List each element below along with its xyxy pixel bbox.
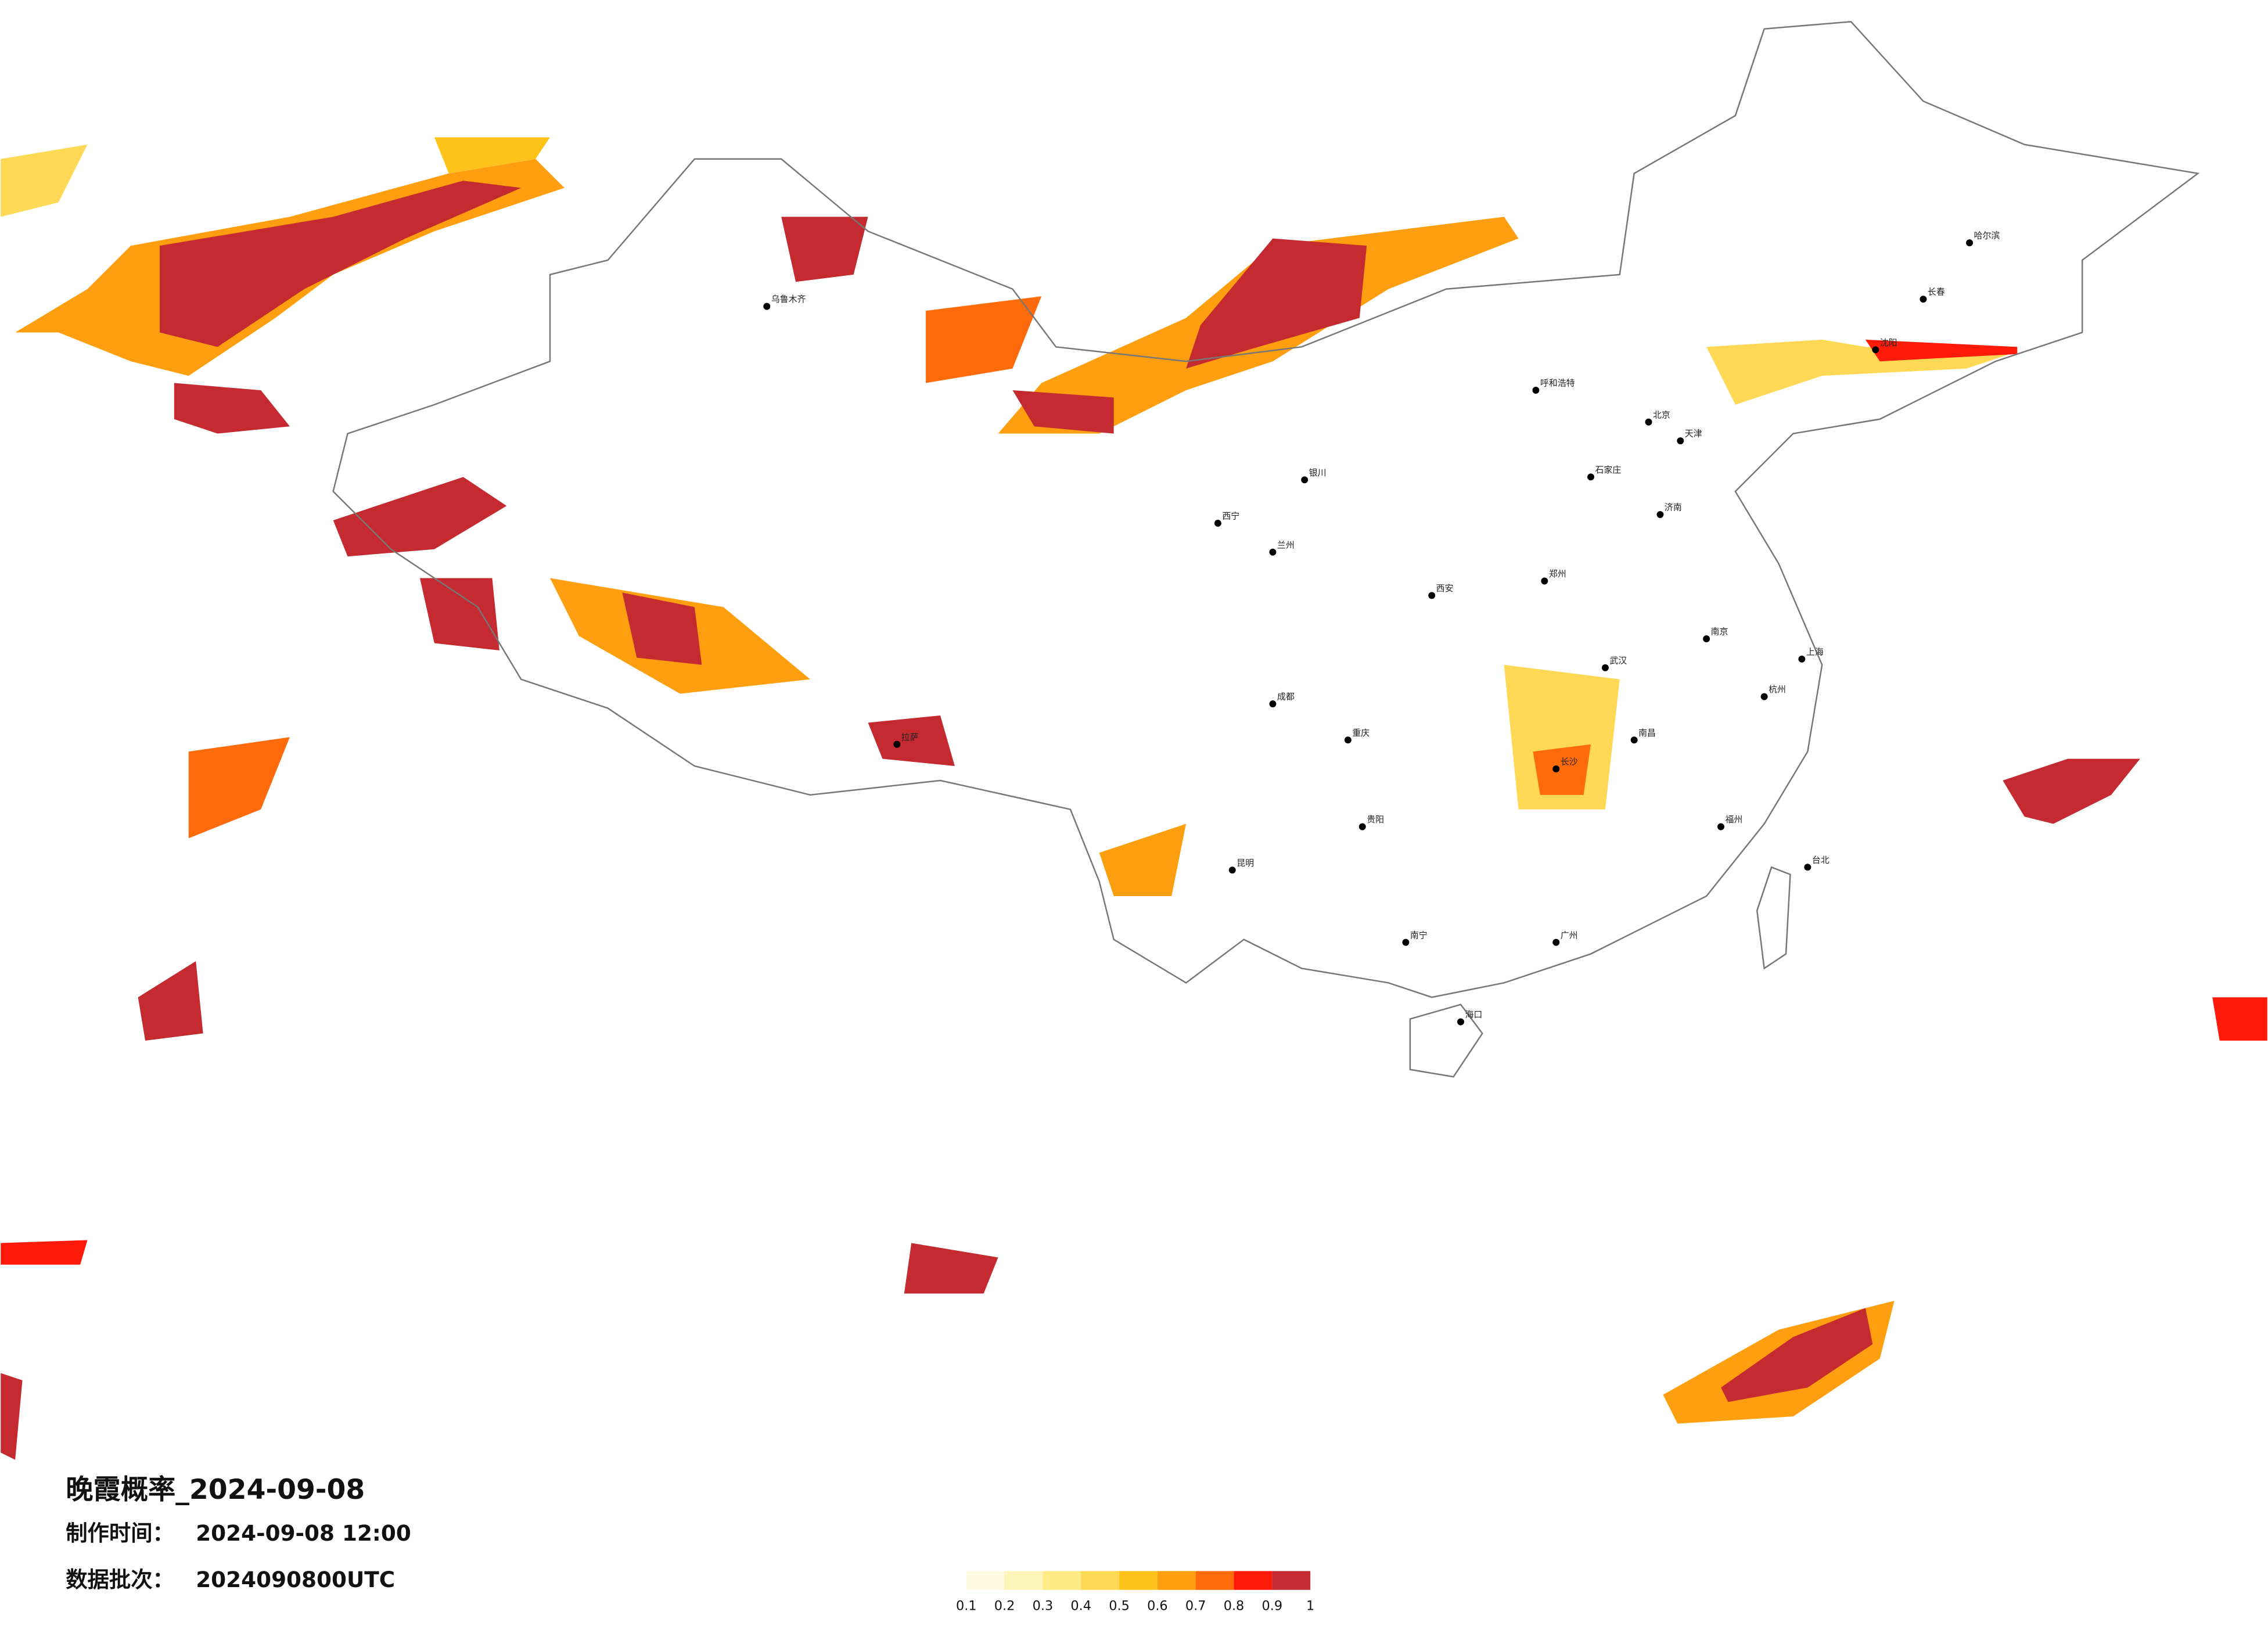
city-dot (1760, 693, 1768, 700)
hainan-outline (1409, 1003, 1483, 1078)
city-dot (1457, 1018, 1464, 1026)
city-dot (1428, 592, 1436, 599)
city-label: 天津 (1685, 429, 1702, 439)
city-dot (1920, 296, 1927, 303)
city-label: 重庆 (1352, 728, 1370, 738)
city-dot (763, 303, 771, 310)
legend-swatch (1272, 1571, 1311, 1590)
city-label: 海口 (1465, 1009, 1482, 1020)
city-dot (1703, 635, 1710, 643)
legend-swatch (1195, 1571, 1234, 1590)
city-label: 上海 (1806, 646, 1824, 657)
city-dot (1541, 577, 1548, 585)
city-dot (1645, 418, 1652, 426)
probability-field (1, 137, 2267, 1460)
legend-swatch (1004, 1571, 1043, 1590)
city-label: 广州 (1561, 930, 1578, 940)
legend: 0.1 0.2 0.3 0.4 0.5 0.6 0.7 0.8 0.9 1 (956, 1571, 1314, 1614)
taiwan-outline (1756, 866, 1791, 970)
city-dot (1269, 548, 1277, 556)
city-label: 兰州 (1277, 539, 1295, 550)
legend-tick-label: 0.5 (1109, 1599, 1130, 1614)
city-dot (1587, 473, 1594, 481)
legend-swatch (1234, 1571, 1273, 1590)
city-dot (893, 740, 901, 748)
legend-tick-label: 0.9 (1262, 1599, 1283, 1614)
city-label: 长沙 (1561, 757, 1578, 767)
city-label: 武汉 (1609, 655, 1627, 665)
city-dot (1798, 655, 1806, 663)
city-label: 昆明 (1237, 858, 1254, 868)
legend-swatch (966, 1571, 1005, 1590)
legend-swatch (1119, 1571, 1158, 1590)
info-label: 数据批次： (66, 1567, 174, 1592)
country-outline (332, 21, 2200, 998)
city-dot (1804, 864, 1811, 871)
city-label: 长春 (1928, 287, 1945, 297)
map-title: 晚霞概率_2024-09-08 (66, 1474, 365, 1506)
city-dot (1344, 736, 1352, 744)
city-dot (1301, 476, 1309, 484)
city-dot (1717, 823, 1724, 830)
city-dot (1601, 664, 1609, 671)
city-label: 呼和浩特 (1540, 378, 1575, 388)
city-dot (1269, 700, 1277, 708)
info-value: 2024-09-08 12:00 (196, 1520, 411, 1546)
city-label: 乌鲁木齐 (771, 294, 806, 304)
city-label: 南昌 (1638, 728, 1656, 738)
legend-tick-label: 0.4 (1070, 1599, 1091, 1614)
city-dot (1402, 938, 1410, 946)
city-dot (1656, 511, 1664, 519)
city-dot (1214, 520, 1221, 527)
city-label: 南宁 (1410, 930, 1428, 940)
legend-tick-label: 0.8 (1224, 1599, 1245, 1614)
city-label: 杭州 (1769, 684, 1786, 695)
city-dot (1552, 765, 1560, 773)
legend-tick-label: 1 (1306, 1599, 1314, 1614)
legend-tick-label: 0.3 (1033, 1599, 1054, 1614)
city-label: 北京 (1653, 409, 1670, 420)
city-dot (1552, 938, 1560, 946)
city-label: 哈尔滨 (1974, 231, 2000, 241)
city-label: 西安 (1436, 583, 1454, 593)
city-label: 济南 (1665, 502, 1682, 513)
city-label: 西宁 (1222, 511, 1239, 521)
legend-tick-label: 0.1 (956, 1599, 977, 1614)
city-label: 郑州 (1549, 569, 1566, 579)
city-label: 沈阳 (1880, 337, 1897, 348)
city-label: 成都 (1277, 692, 1295, 702)
city-label: 拉萨 (901, 732, 919, 742)
info-label: 制作时间： (66, 1520, 174, 1546)
city-dot (1966, 239, 1974, 247)
city-label: 福州 (1725, 814, 1742, 825)
city-dot (1228, 866, 1236, 874)
city-dot (1872, 346, 1879, 354)
legend-swatch (1081, 1571, 1120, 1590)
city-label: 贵阳 (1367, 814, 1384, 825)
info-value: 2024090800UTC (196, 1567, 395, 1592)
city-label: 银川 (1309, 467, 1327, 478)
city-label: 台北 (1812, 855, 1830, 865)
legend-tick-label: 0.6 (1147, 1599, 1168, 1614)
legend-tick-label: 0.7 (1185, 1599, 1206, 1614)
legend-swatch (1043, 1571, 1081, 1590)
city-label: 石家庄 (1595, 465, 1621, 475)
city-dot (1358, 823, 1366, 830)
city-dot (1630, 736, 1638, 744)
legend-tick-label: 0.2 (994, 1599, 1015, 1614)
city-dot (1677, 437, 1684, 445)
city-dot (1532, 387, 1540, 394)
city-label: 南京 (1711, 627, 1728, 637)
legend-swatch (1157, 1571, 1196, 1590)
